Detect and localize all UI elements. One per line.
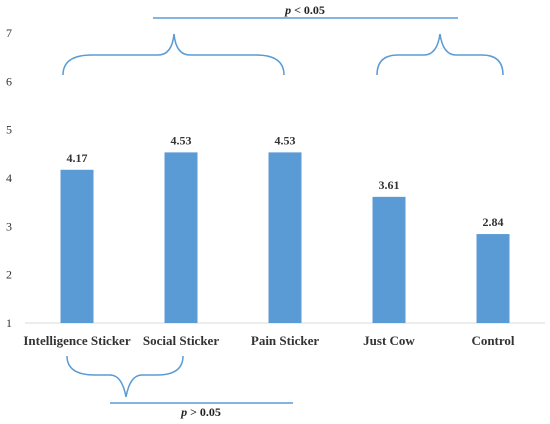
data-labels: 4.17 4.53 4.53 3.61 2.84 [67, 133, 504, 229]
significance-bottom: p > 0.05 [66, 355, 293, 419]
top-p-comparison: < 0.05 [291, 3, 325, 17]
x-axis-ticks: Intelligence Sticker Social Sticker Pain S… [23, 333, 515, 348]
x-tick-label: Control [471, 333, 514, 348]
data-label: 4.53 [171, 133, 192, 147]
y-tick-label: 1 [6, 316, 12, 330]
bar [164, 152, 198, 323]
y-tick-label: 5 [6, 123, 12, 137]
y-tick-label: 2 [6, 268, 12, 282]
data-label: 4.53 [275, 133, 296, 147]
y-tick-label: 7 [6, 26, 12, 40]
top-bracket-left [62, 33, 285, 76]
x-tick-label: Intelligence Sticker [23, 333, 130, 348]
y-tick-label: 6 [6, 74, 12, 88]
data-label: 4.17 [67, 151, 88, 165]
top-p-value: p < 0.05 [284, 3, 325, 17]
significance-top: p < 0.05 [62, 3, 504, 76]
bottom-p-symbol: p [180, 405, 187, 419]
bottom-p-comparison: > 0.05 [187, 405, 221, 419]
x-tick-label: Social Sticker [143, 333, 219, 348]
bar [476, 234, 510, 323]
bars [60, 152, 510, 323]
y-axis-ticks: 1 2 3 4 5 6 7 [6, 26, 12, 330]
y-tick-label: 3 [6, 219, 12, 233]
bottom-p-value: p > 0.05 [180, 405, 221, 419]
data-label: 2.84 [483, 215, 504, 229]
bar [268, 152, 302, 323]
x-tick-label: Just Cow [363, 333, 415, 348]
top-bracket-right [376, 33, 504, 76]
bar [60, 169, 94, 323]
top-p-symbol: p [284, 3, 291, 17]
data-label: 3.61 [379, 178, 400, 192]
y-tick-label: 4 [6, 171, 12, 185]
x-tick-label: Pain Sticker [251, 333, 319, 348]
bar [372, 196, 406, 323]
bottom-bracket [66, 355, 184, 398]
